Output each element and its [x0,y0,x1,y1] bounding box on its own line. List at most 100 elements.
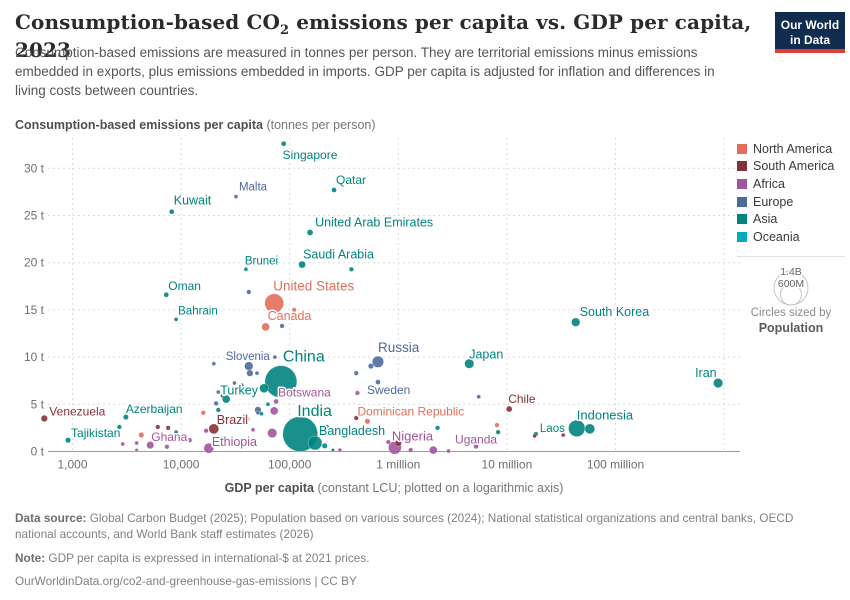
data-point[interactable] [307,435,323,451]
background-data-point[interactable] [385,439,391,445]
country-label[interactable]: South Korea [578,304,651,321]
country-label[interactable]: Oman [167,277,203,294]
country-label[interactable]: Sweden [365,382,411,399]
background-data-point[interactable] [435,425,441,431]
country-label[interactable]: Indonesia [575,406,635,424]
data-point[interactable] [464,358,475,369]
background-data-point[interactable] [215,407,221,413]
background-data-point[interactable] [173,429,179,435]
country-label[interactable]: Ghana [150,429,189,446]
country-label[interactable]: Brunei [243,254,279,269]
background-data-point[interactable] [330,448,335,453]
country-label[interactable]: Canada [266,307,313,324]
data-point[interactable] [280,141,287,147]
background-data-point[interactable] [246,289,252,295]
background-data-point[interactable] [324,424,330,430]
country-label[interactable]: Tajikistan [70,425,122,442]
legend-item-oceania[interactable]: Oceania [737,228,849,246]
data-point[interactable] [146,441,155,450]
background-data-point[interactable] [216,389,221,395]
country-label[interactable]: India [296,402,334,422]
data-point[interactable] [65,437,72,444]
country-label[interactable]: Qatar [335,172,368,189]
background-data-point[interactable] [269,406,279,416]
background-data-point[interactable] [254,370,260,376]
country-label[interactable]: Singapore [281,146,339,163]
country-label[interactable]: Russia [376,338,421,356]
background-data-point[interactable] [259,411,264,416]
country-label[interactable]: Ethiopia [210,434,258,451]
country-label[interactable]: China [281,347,326,367]
country-label[interactable]: Iran [694,365,719,382]
background-data-point[interactable] [394,439,402,447]
data-point[interactable] [168,208,175,215]
background-data-point[interactable] [116,424,122,430]
country-label[interactable]: Chile [507,391,538,408]
data-point[interactable] [571,317,581,327]
background-data-point[interactable] [245,416,250,422]
data-point[interactable] [173,317,179,322]
background-data-point[interactable] [203,428,209,434]
background-data-point[interactable] [187,437,193,443]
background-data-point[interactable] [220,393,225,399]
background-data-point[interactable] [584,423,596,435]
data-point[interactable] [261,322,270,332]
data-point[interactable] [473,443,479,450]
background-data-point[interactable] [267,428,278,439]
country-label[interactable]: Turkey [219,382,260,399]
background-data-point[interactable] [138,432,145,438]
country-label[interactable]: Dominican Republic [356,403,466,420]
background-data-point[interactable] [200,410,206,416]
country-label[interactable]: Azerbaijan [124,401,184,418]
background-data-point[interactable] [353,415,359,421]
background-data-point[interactable] [368,363,374,370]
background-data-point[interactable] [165,425,171,431]
data-point[interactable] [203,442,215,454]
background-data-point[interactable] [429,445,438,455]
background-data-point[interactable] [408,447,414,453]
background-data-point[interactable] [134,440,139,446]
data-point[interactable] [208,423,220,435]
country-label[interactable]: Venezuela [48,403,107,420]
data-point[interactable] [306,229,314,236]
data-point[interactable] [505,405,513,413]
country-label[interactable]: United Arab Emirates [314,214,435,231]
data-point[interactable] [364,418,371,425]
background-data-point[interactable] [211,361,217,366]
data-point[interactable] [233,194,239,199]
data-point[interactable] [331,187,337,193]
background-data-point[interactable] [155,424,161,430]
background-data-point[interactable] [446,448,451,454]
country-label[interactable]: Slovenia [224,350,272,365]
background-data-point[interactable] [495,429,501,435]
country-label[interactable]: Japan [468,346,505,363]
background-data-point[interactable] [232,380,237,386]
background-data-point[interactable] [279,323,285,329]
background-data-point[interactable] [238,382,245,388]
data-point[interactable] [713,378,724,389]
background-data-point[interactable] [213,400,219,406]
owid-logo[interactable]: Our World in Data [775,12,845,53]
data-point[interactable] [298,260,306,269]
background-data-point[interactable] [532,433,537,439]
background-data-point[interactable] [348,266,354,272]
data-point[interactable] [372,355,384,368]
data-point[interactable] [375,379,381,385]
data-point[interactable] [122,414,129,420]
country-label[interactable]: Bahrain [177,304,220,319]
data-point[interactable] [568,419,586,437]
background-data-point[interactable] [321,442,328,449]
background-data-point[interactable] [229,440,236,446]
background-data-point[interactable] [291,307,297,313]
legend-item-south-america[interactable]: South America [737,158,849,176]
background-data-point[interactable] [265,402,271,407]
background-data-point[interactable] [342,433,348,439]
background-data-point[interactable] [164,444,170,450]
data-point[interactable] [163,292,170,298]
background-data-point[interactable] [353,370,359,376]
background-data-point[interactable] [337,447,343,453]
data-point[interactable] [273,398,279,405]
country-label[interactable]: Saudi Arabia [302,246,376,263]
country-label[interactable]: Bangladesh [318,423,387,440]
data-point[interactable] [264,293,284,314]
